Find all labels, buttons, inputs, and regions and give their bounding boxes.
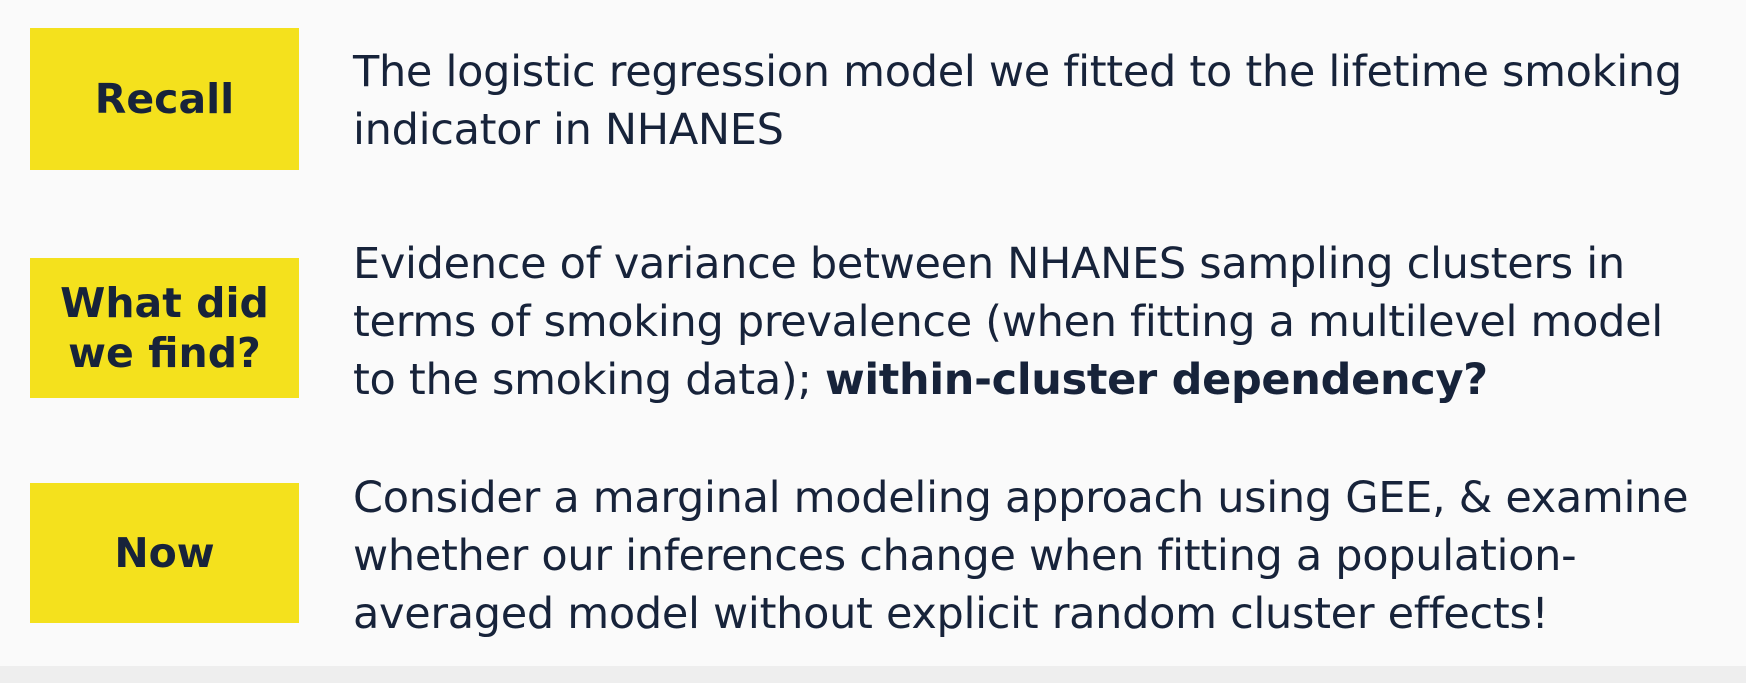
recall-text: The logistic regression model we fitted … xyxy=(353,47,1682,155)
findings-label-box: What did we find? xyxy=(30,258,299,398)
now-text: Consider a marginal modeling approach us… xyxy=(353,473,1689,639)
findings-emphasis: within-cluster dependency? xyxy=(824,355,1488,405)
now-label-box: Now xyxy=(30,483,299,623)
findings-label: What did we find? xyxy=(60,279,269,377)
findings-text: Evidence of variance between NHANES samp… xyxy=(353,235,1663,409)
recall-label-box: Recall xyxy=(30,28,299,170)
findings-text-body: Evidence of variance between NHANES samp… xyxy=(353,239,1663,405)
now-label: Now xyxy=(114,529,215,577)
recall-label: Recall xyxy=(94,75,235,123)
slide: Recall The logistic regression model we … xyxy=(30,28,1689,639)
bottom-strip xyxy=(0,666,1746,683)
